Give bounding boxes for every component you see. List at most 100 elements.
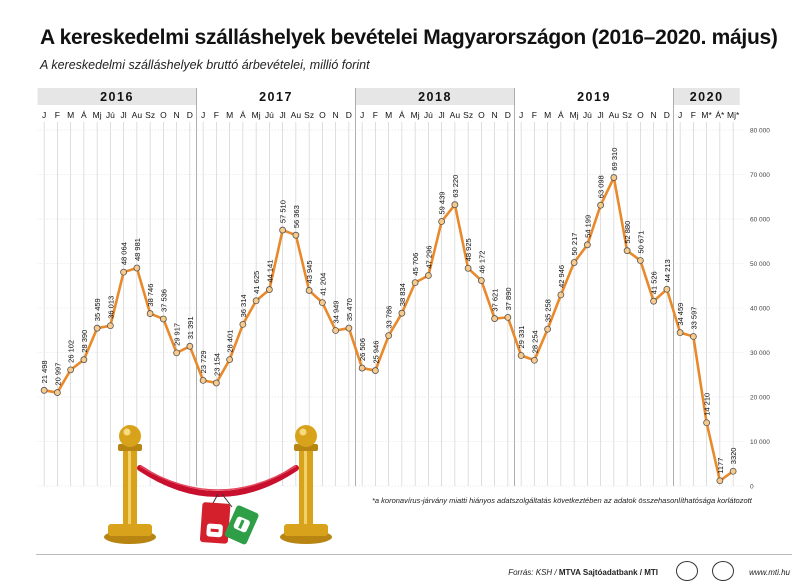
footnote: *a koronavírus-járvány miatti hiányos ad… xyxy=(372,496,752,505)
data-label: 48 981 xyxy=(133,238,142,261)
data-point xyxy=(279,226,287,234)
y-tick-label: 40 000 xyxy=(750,306,770,313)
month-tick-label: Au xyxy=(450,110,461,120)
data-label: 63 098 xyxy=(597,175,606,198)
data-point xyxy=(159,315,167,323)
month-tick-label: J xyxy=(519,110,523,120)
data-point xyxy=(305,287,313,294)
data-label: 48 064 xyxy=(120,242,129,265)
stanchion-knob-shine xyxy=(299,428,307,436)
month-tick-label: O xyxy=(478,110,485,120)
data-label: 35 470 xyxy=(345,298,354,321)
y-tick-label: 0 xyxy=(750,484,754,491)
data-label: 29 331 xyxy=(517,326,526,349)
open-sign-icon xyxy=(224,505,259,545)
data-point xyxy=(676,329,684,337)
data-label: 42 946 xyxy=(557,265,566,288)
month-tick-label: M xyxy=(67,110,74,120)
year-label: 2020 xyxy=(690,90,724,104)
data-label: 26 102 xyxy=(67,340,76,363)
closed-sign-body xyxy=(199,502,231,544)
month-tick-label: Jl xyxy=(598,110,604,120)
data-label: 28 390 xyxy=(80,330,89,353)
month-tick-label: N xyxy=(174,110,180,120)
data-label: 38 834 xyxy=(398,283,407,306)
data-point xyxy=(371,367,379,374)
data-label: 41 204 xyxy=(318,273,327,296)
data-point xyxy=(226,356,234,364)
data-point xyxy=(583,241,591,249)
month-tick-label: Au xyxy=(291,110,302,120)
data-point xyxy=(530,356,538,364)
month-tick-label: Á xyxy=(558,110,564,120)
month-tick-label: D xyxy=(664,110,670,120)
data-point xyxy=(173,349,181,357)
data-label: 34 949 xyxy=(332,301,341,324)
data-point xyxy=(398,309,406,317)
data-point xyxy=(80,356,88,364)
data-point xyxy=(451,201,459,209)
data-point xyxy=(186,342,194,350)
data-label: 33 786 xyxy=(385,306,394,329)
data-label: 63 220 xyxy=(451,175,460,198)
month-tick-label: F xyxy=(55,110,60,120)
data-label: 48 925 xyxy=(464,238,473,261)
month-tick-label: N xyxy=(651,110,657,120)
data-label: 23 729 xyxy=(199,350,208,373)
month-tick-label: Jl xyxy=(439,110,445,120)
data-point xyxy=(623,247,631,255)
data-point xyxy=(212,379,220,387)
data-point xyxy=(610,174,618,181)
data-label: 33 597 xyxy=(689,307,698,330)
data-label: 38 746 xyxy=(146,284,155,307)
illustration-group xyxy=(104,425,332,545)
data-point xyxy=(411,279,419,287)
data-point xyxy=(597,201,605,209)
data-point xyxy=(477,277,485,284)
month-tick-label: J xyxy=(678,110,682,120)
open-sign-bar xyxy=(238,519,245,529)
month-tick-label: Mj xyxy=(411,110,420,120)
stanchion-left-icon xyxy=(104,425,156,544)
data-label: 56 363 xyxy=(292,205,301,228)
year-label: 2016 xyxy=(100,90,134,104)
stanchion-foot xyxy=(284,524,328,536)
month-tick-label: N xyxy=(333,110,339,120)
data-label: 50 217 xyxy=(570,233,579,256)
data-label: 35 258 xyxy=(544,299,553,322)
data-label: 25 946 xyxy=(371,341,380,364)
data-point xyxy=(716,477,724,485)
stanchion-shine xyxy=(304,450,307,524)
data-label: 1177 xyxy=(716,458,725,474)
month-tick-label: M* xyxy=(701,110,712,120)
data-point xyxy=(636,257,644,264)
data-label: 52 880 xyxy=(623,221,632,244)
month-tick-label: M xyxy=(226,110,233,120)
data-label: 29 917 xyxy=(173,323,182,346)
month-tick-label: N xyxy=(492,110,498,120)
month-tick-label: O xyxy=(319,110,326,120)
data-label: 44 213 xyxy=(663,259,672,282)
velvet-rope-highlight xyxy=(139,465,297,491)
data-label: 36 013 xyxy=(106,296,115,319)
data-label: 37 536 xyxy=(159,289,168,312)
mti-logo-icon xyxy=(712,561,734,581)
data-label: 36 314 xyxy=(239,294,248,317)
stanchion-knob xyxy=(295,425,317,447)
month-tick-label: M xyxy=(544,110,551,120)
website-link[interactable]: www.mti.hu xyxy=(749,568,790,577)
data-label: 21 498 xyxy=(40,360,49,383)
data-label: 50 671 xyxy=(636,231,645,254)
sign-string xyxy=(221,493,233,508)
data-label: 47 296 xyxy=(424,246,433,269)
data-point xyxy=(133,264,141,272)
month-tick-label: F xyxy=(532,110,537,120)
month-tick-label: Sz xyxy=(622,110,632,120)
data-point xyxy=(120,268,128,276)
source-bold: MTVA Sajtóadatbank / MTI xyxy=(558,568,658,577)
data-point xyxy=(345,324,353,332)
month-tick-label: O xyxy=(160,110,167,120)
data-point xyxy=(53,389,61,396)
month-tick-label: Á xyxy=(240,110,246,120)
data-label: 14 210 xyxy=(703,393,712,416)
